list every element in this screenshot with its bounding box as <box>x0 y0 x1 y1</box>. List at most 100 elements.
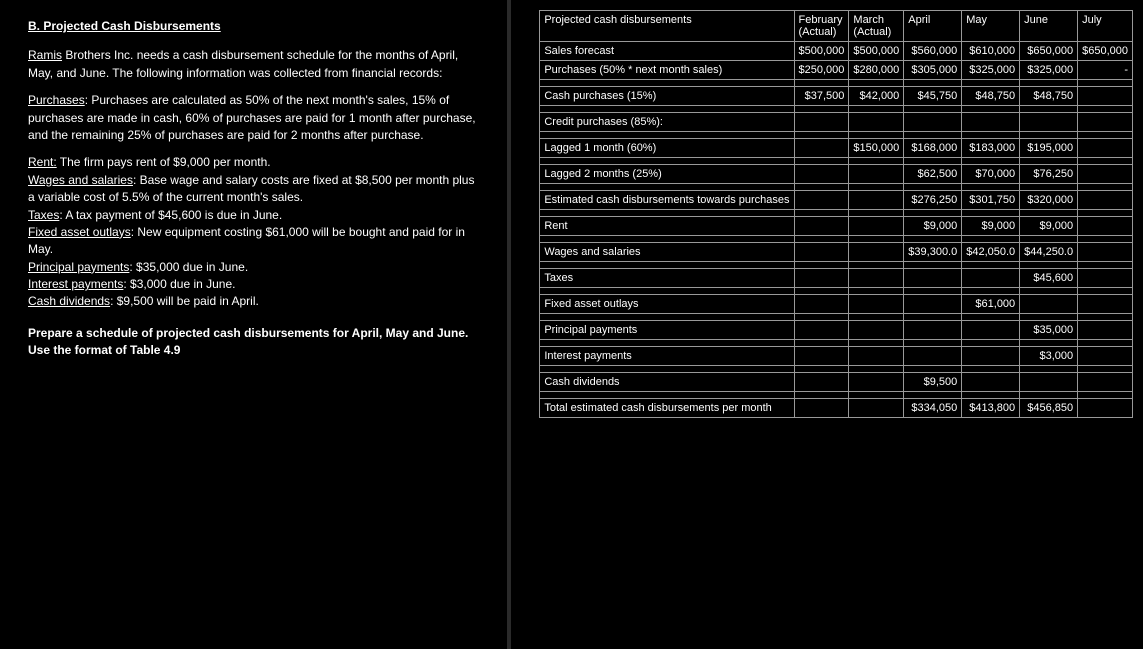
cell <box>1078 217 1133 236</box>
cell <box>1020 295 1078 314</box>
cell <box>794 399 849 418</box>
cell <box>794 243 849 262</box>
cell <box>794 113 849 132</box>
taxes-text: : A tax payment of $45,600 is due in Jun… <box>59 208 282 222</box>
cell: $3,000 <box>1020 347 1078 366</box>
line-principal: Principal payments: $35,000 due in June. <box>28 259 479 276</box>
cell <box>849 243 904 262</box>
cell <box>849 165 904 184</box>
column-header: June <box>1020 11 1078 42</box>
cell <box>794 347 849 366</box>
cell: $9,000 <box>962 217 1020 236</box>
taxes-label: Taxes <box>28 208 59 222</box>
cell <box>1078 373 1133 392</box>
cell: $334,050 <box>904 399 962 418</box>
cell <box>849 373 904 392</box>
cell: $195,000 <box>1020 139 1078 158</box>
row-label: Rent <box>540 217 794 236</box>
row-label: Cash dividends <box>540 373 794 392</box>
cell: $70,000 <box>962 165 1020 184</box>
cell <box>849 321 904 340</box>
cell: $35,000 <box>1020 321 1078 340</box>
cell: $305,000 <box>904 61 962 80</box>
cell <box>962 321 1020 340</box>
intro-paragraph: Ramis Brothers Inc. needs a cash disburs… <box>28 47 479 82</box>
intro-text: Brothers Inc. needs a cash disbursement … <box>28 48 458 79</box>
cell <box>962 113 1020 132</box>
cell <box>849 347 904 366</box>
wages-label: Wages and salaries <box>28 173 133 187</box>
interest-text: : $3,000 due in June. <box>123 277 235 291</box>
cell <box>904 347 962 366</box>
cell <box>794 217 849 236</box>
cell: $413,800 <box>962 399 1020 418</box>
cell: $48,750 <box>962 87 1020 106</box>
prepare-instruction: Prepare a schedule of projected cash dis… <box>28 325 479 360</box>
cell: $456,850 <box>1020 399 1078 418</box>
column-header: July <box>1078 11 1133 42</box>
cell <box>1078 113 1133 132</box>
cell <box>962 373 1020 392</box>
row-label: Lagged 1 month (60%) <box>540 139 794 158</box>
purchases-text: : Purchases are calculated as 50% of the… <box>28 93 476 142</box>
cell <box>1078 87 1133 106</box>
cell <box>849 295 904 314</box>
cell: $9,500 <box>904 373 962 392</box>
cell: $650,000 <box>1078 42 1133 61</box>
cell: $168,000 <box>904 139 962 158</box>
cell <box>794 165 849 184</box>
row-label: Interest payments <box>540 347 794 366</box>
line-interest: Interest payments: $3,000 due in June. <box>28 276 479 293</box>
disbursements-table: Projected cash disbursementsFebruary(Act… <box>539 10 1133 418</box>
cell <box>794 295 849 314</box>
cell: $650,000 <box>1020 42 1078 61</box>
problem-text-panel: B. Projected Cash Disbursements Ramis Br… <box>0 0 511 649</box>
row-label: Wages and salaries <box>540 243 794 262</box>
line-wages: Wages and salaries: Base wage and salary… <box>28 172 479 207</box>
cell <box>849 113 904 132</box>
row-label: Fixed asset outlays <box>540 295 794 314</box>
cell <box>1078 399 1133 418</box>
cell <box>1078 295 1133 314</box>
cell: $45,750 <box>904 87 962 106</box>
cell: $37,500 <box>794 87 849 106</box>
cell: $150,000 <box>849 139 904 158</box>
table-header: Projected cash disbursementsFebruary(Act… <box>540 11 1133 42</box>
cell: $500,000 <box>849 42 904 61</box>
line-taxes: Taxes: A tax payment of $45,600 is due i… <box>28 207 479 224</box>
cell: $61,000 <box>962 295 1020 314</box>
cell: $44,250.0 <box>1020 243 1078 262</box>
cell <box>794 373 849 392</box>
row-label: Cash purchases (15%) <box>540 87 794 106</box>
cell: $320,000 <box>1020 191 1078 210</box>
cell <box>1078 139 1133 158</box>
row-label: Purchases (50% * next month sales) <box>540 61 794 80</box>
cell <box>904 321 962 340</box>
cell: $610,000 <box>962 42 1020 61</box>
cell <box>1078 243 1133 262</box>
cell <box>794 191 849 210</box>
cell: $301,750 <box>962 191 1020 210</box>
row-label: Estimated cash disbursements towards pur… <box>540 191 794 210</box>
row-label: Principal payments <box>540 321 794 340</box>
column-header: May <box>962 11 1020 42</box>
principal-label: Principal payments <box>28 260 129 274</box>
section-title: B. Projected Cash Disbursements <box>28 18 479 35</box>
cell: $250,000 <box>794 61 849 80</box>
line-fixed: Fixed asset outlays: New equipment costi… <box>28 224 479 259</box>
cell <box>904 295 962 314</box>
rent-label: Rent: <box>28 155 57 169</box>
purchases-paragraph: Purchases: Purchases are calculated as 5… <box>28 92 479 144</box>
cell <box>962 269 1020 288</box>
cell <box>1078 347 1133 366</box>
line-dividends: Cash dividends: $9,500 will be paid in A… <box>28 293 479 310</box>
cell: $42,050.0 <box>962 243 1020 262</box>
cell: $325,000 <box>1020 61 1078 80</box>
cell <box>849 217 904 236</box>
cell <box>849 269 904 288</box>
cell <box>1020 373 1078 392</box>
company-name: Ramis <box>28 48 62 62</box>
cell: $560,000 <box>904 42 962 61</box>
fixed-label: Fixed asset outlays <box>28 225 131 239</box>
cell: $500,000 <box>794 42 849 61</box>
